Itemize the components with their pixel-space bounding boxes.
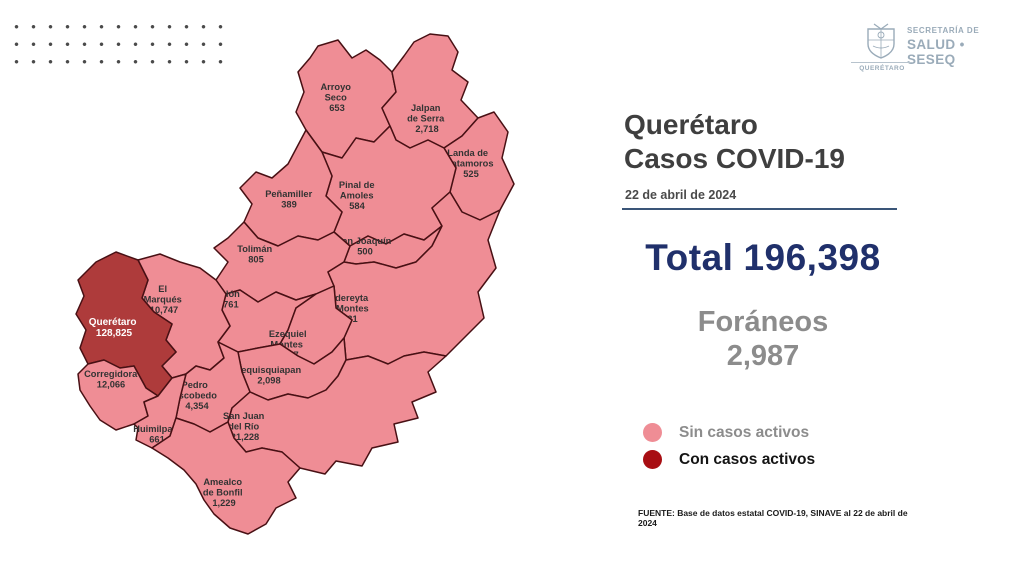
region-amealco-de-bonfil: Amealco de Bonfil 1,229 bbox=[151, 417, 301, 535]
logo-org-line2: SALUD • SESEQ bbox=[907, 36, 965, 67]
region-san-juan-del-rio-label: San Juan del Río 21,228 bbox=[223, 411, 267, 442]
region-toliman-label: Tolimán 805 bbox=[237, 244, 275, 265]
seseq-logo: SECRETARÍA DE SALUD • SESEQ QUERÉTARO bbox=[845, 16, 1015, 78]
legend-label-sin-casos: Sin casos activos bbox=[679, 423, 810, 441]
logo-state-name: QUERÉTARO bbox=[851, 62, 913, 72]
legend-item-con-casos: Con casos activos bbox=[643, 446, 815, 473]
legend-dot-pink bbox=[643, 423, 662, 442]
region-landa-de-matamoros-label: Landa de Matamoros 525 bbox=[444, 148, 496, 179]
date-label: 22 de abril de 2024 bbox=[625, 188, 737, 202]
region-toliman: Tolimán 805 bbox=[213, 221, 351, 303]
region-penamiller-label: Peñamiller 389 bbox=[265, 189, 315, 210]
slide-title: Querétaro Casos COVID-19 bbox=[624, 108, 845, 176]
region-queretaro-label: Querétaro 128,825 bbox=[89, 317, 140, 339]
total-value: 196,398 bbox=[743, 237, 881, 278]
total-label: Total bbox=[645, 237, 734, 278]
region-corregidora-label: Corregidora 12,066 bbox=[84, 369, 140, 390]
source-note: FUENTE: Base de datos estatal COVID-19, … bbox=[638, 508, 908, 528]
region-huimilpan-label: Huimilpan 661 bbox=[133, 424, 181, 445]
region-tequisquiapan-label: Tequisquiapan 2,098 bbox=[236, 365, 304, 386]
legend: Sin casos activos Con casos activos bbox=[643, 419, 815, 473]
foraneos-label: Foráneos bbox=[697, 306, 829, 338]
region-arroyo-seco-label: Arroyo Seco 653 bbox=[320, 82, 353, 113]
foraneos-block: Foráneos 2,987 bbox=[618, 305, 908, 373]
dot-grid-decoration bbox=[6, 16, 225, 69]
region-el-marques-label: El Marqués 10,747 bbox=[144, 284, 185, 315]
legend-label-con-casos: Con casos activos bbox=[679, 450, 816, 468]
region-amealco-de-bonfil-label: Amealco de Bonfil 1,229 bbox=[203, 477, 245, 508]
slide-title-line1: Querétaro bbox=[624, 109, 758, 140]
region-amealco-de-bonfil-shape bbox=[151, 417, 301, 535]
divider-line bbox=[622, 208, 897, 210]
region-san-joaquin-label: San Joaquín 500 bbox=[336, 236, 394, 257]
region-jalpan-de-serra-label: Jalpan de Serra 2,718 bbox=[407, 103, 447, 134]
region-pinal-de-amoles-label: Pinal de Amoles 584 bbox=[339, 180, 377, 211]
region-colon-label: Colón 1,761 bbox=[214, 289, 243, 310]
logo-text: SECRETARÍA DE SALUD • SESEQ bbox=[907, 26, 1015, 67]
region-jalpan-de-serra: Jalpan de Serra 2,718 bbox=[381, 33, 479, 149]
queretaro-crest-icon bbox=[867, 23, 895, 59]
region-pedro-escobedo-label: Pedro Escobedo 4,354 bbox=[172, 380, 219, 411]
foraneos-value: 2,987 bbox=[726, 340, 800, 373]
legend-item-sin-casos: Sin casos activos bbox=[643, 419, 815, 446]
slide-title-line2: Casos COVID-19 bbox=[624, 143, 845, 175]
logo-org-line1: SECRETARÍA DE bbox=[907, 26, 980, 35]
total-cases: Total 196,398 bbox=[618, 237, 908, 279]
legend-dot-red bbox=[643, 450, 662, 469]
